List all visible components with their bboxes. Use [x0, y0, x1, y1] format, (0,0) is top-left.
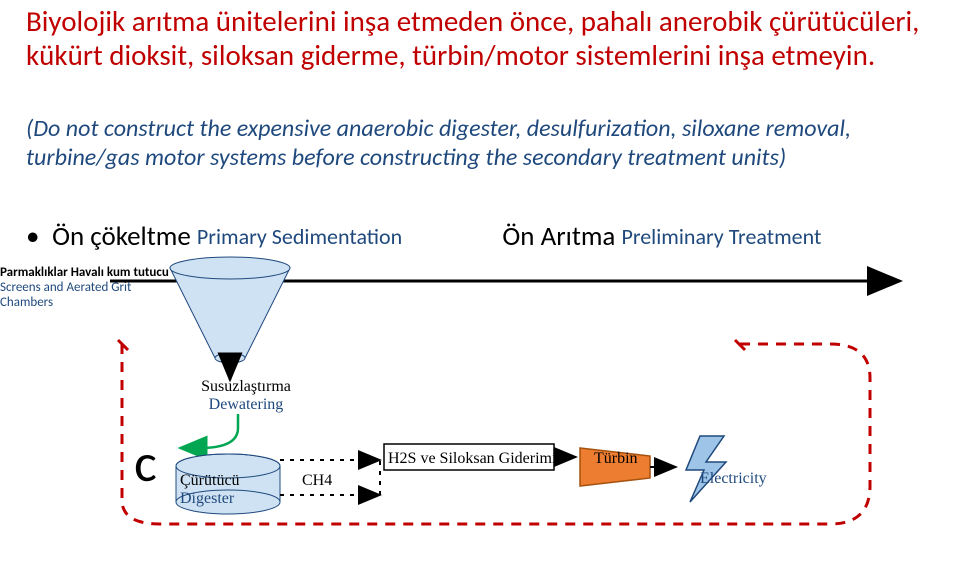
electricity-label: Electricity [700, 470, 767, 488]
dewatering-en: Dewatering [209, 396, 284, 413]
digester-tr: Çürütücü [180, 472, 240, 489]
electricity-bolt-icon [686, 436, 726, 502]
digester-label: Çürütücü Digester [180, 472, 240, 507]
dewatering-label: Susuzlaştırma Dewatering [186, 378, 306, 413]
digester-en: Digester [180, 490, 234, 507]
dewater-to-digester-arrow [180, 414, 238, 448]
turbine-label: Türbin [594, 450, 638, 468]
h2s-label: H2S ve Siloksan Giderimi [388, 450, 556, 468]
letter-c: c [134, 430, 157, 496]
dewatering-tr: Susuzlaştırma [201, 378, 291, 395]
ch4-label: CH4 [302, 472, 332, 490]
sedimentation-funnel-icon [170, 257, 290, 363]
